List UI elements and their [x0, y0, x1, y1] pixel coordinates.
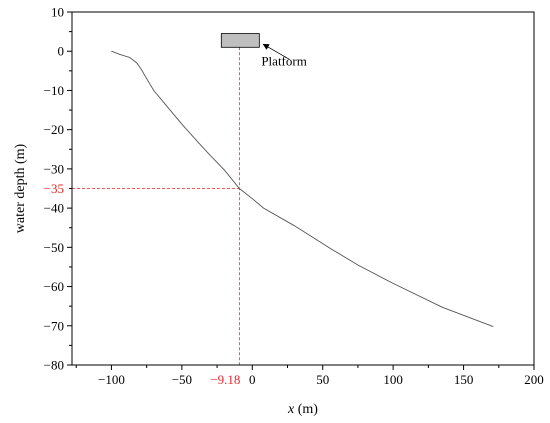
depth-profile-line	[111, 50, 494, 328]
reference-lines: −9.18 −35	[44, 47, 240, 387]
x-axis: −100 −50 0 50 100 150 200	[75, 365, 544, 387]
x-tick-label: 200	[524, 372, 544, 387]
y-tick-label: −70	[44, 318, 64, 333]
platform-annotation: Platform	[220, 33, 307, 68]
platform-label: Platform	[261, 53, 307, 68]
x-tick-label: 0	[249, 372, 256, 387]
y-tick-label: −20	[44, 122, 64, 137]
x-axis-title: x (m)	[287, 402, 318, 417]
x-tick-label: 100	[383, 372, 403, 387]
y-axis-title: water depth (m)	[13, 143, 28, 233]
y-axis: 10 0 −10 −20 −30 −40 −50 −60 −70 −80	[44, 5, 72, 373]
x-tick-label: −50	[172, 372, 192, 387]
x-tick-label: 150	[454, 372, 474, 387]
y-tick-label: 0	[58, 44, 65, 59]
y-reference-label: −35	[44, 181, 64, 196]
series-layer	[111, 50, 494, 328]
y-tick-label: −50	[44, 240, 64, 255]
y-tick-label: −40	[44, 201, 64, 216]
x-tick-label: −100	[98, 372, 125, 387]
y-tick-label: −80	[44, 358, 64, 373]
platform-box	[220, 33, 260, 48]
x-reference-label: −9.18	[210, 372, 240, 387]
x-axis-variable: x	[287, 402, 295, 417]
y-tick-label: 10	[51, 5, 64, 20]
y-tick-label: −30	[44, 161, 64, 176]
y-tick-label: −60	[44, 279, 64, 294]
platform-arrow	[262, 43, 290, 60]
x-tick-label: 50	[316, 372, 329, 387]
x-axis-unit: (m)	[294, 402, 318, 417]
y-tick-label: −10	[44, 83, 64, 98]
